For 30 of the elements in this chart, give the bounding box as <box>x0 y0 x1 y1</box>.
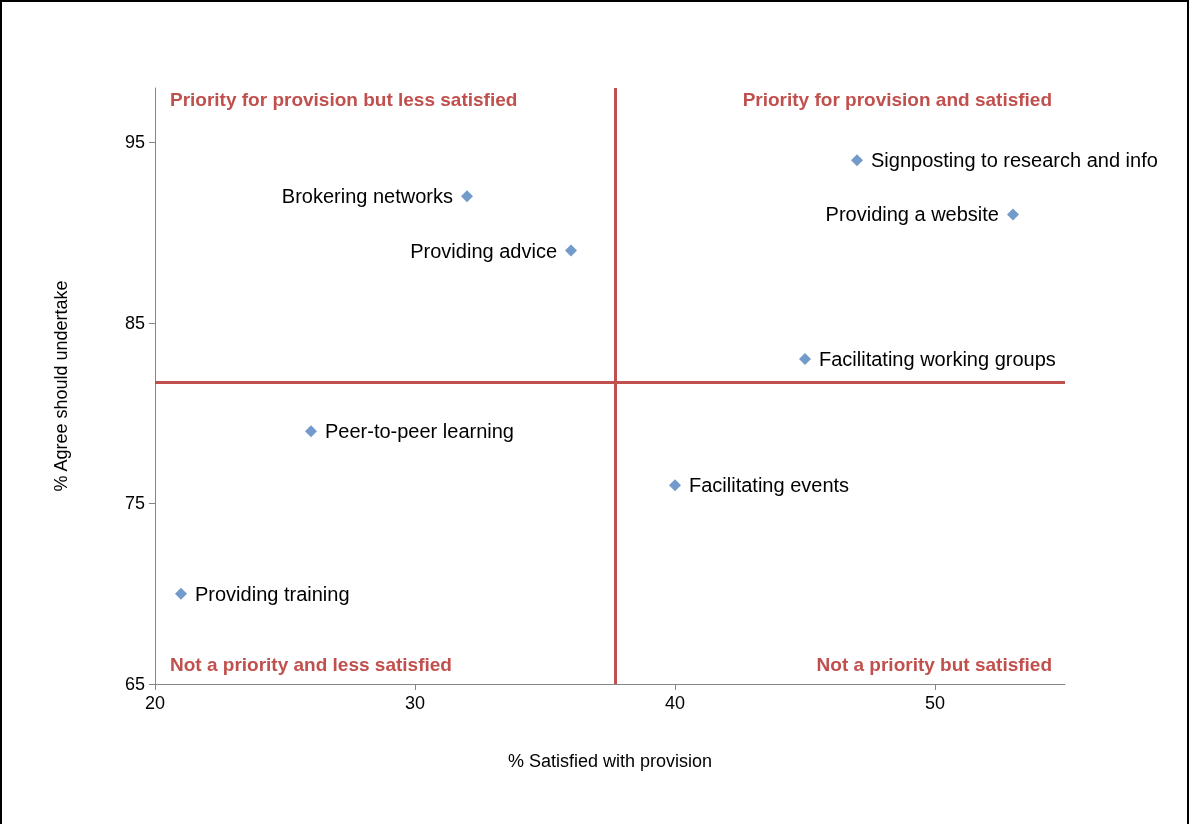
point <box>175 587 187 600</box>
x-tick-label: 20 <box>144 693 166 713</box>
annotation: Priority for provision but less satisfied <box>170 89 518 110</box>
x-axis-title: % Satisfied with provision <box>507 751 713 771</box>
point <box>851 154 863 167</box>
annotation: Peer-to-peer learning <box>325 420 514 443</box>
annotation: Not a priority and less satisfied <box>170 654 452 675</box>
y-axis-title: % Agree should undertake <box>51 280 71 492</box>
annotation: Facilitating working groups <box>819 347 1056 370</box>
point <box>1007 208 1019 221</box>
y-tick-label: 65 <box>124 674 145 694</box>
x-tick-label: 50 <box>924 693 946 713</box>
point <box>305 425 317 438</box>
annotation: Providing training <box>195 582 350 605</box>
x-tick-label: 30 <box>404 693 426 713</box>
point <box>669 479 681 492</box>
y-tick-label: 95 <box>124 132 145 153</box>
y-tick-label: 85 <box>124 312 145 333</box>
y-tick-label: 75 <box>124 493 145 514</box>
point <box>461 190 473 203</box>
annotation: Providing advice <box>410 239 557 262</box>
annotation: Providing a website <box>825 203 999 226</box>
annotation: Signposting to research and info <box>871 149 1158 172</box>
annotation: Priority for provision and satisfied <box>742 89 1053 110</box>
annotation: Facilitating events <box>689 474 850 497</box>
annotation: Brokering networks <box>281 185 453 208</box>
annotation: Not a priority but satisfied <box>816 654 1053 675</box>
point <box>799 352 811 365</box>
x-tick-label: 40 <box>664 693 686 713</box>
point <box>565 244 577 257</box>
